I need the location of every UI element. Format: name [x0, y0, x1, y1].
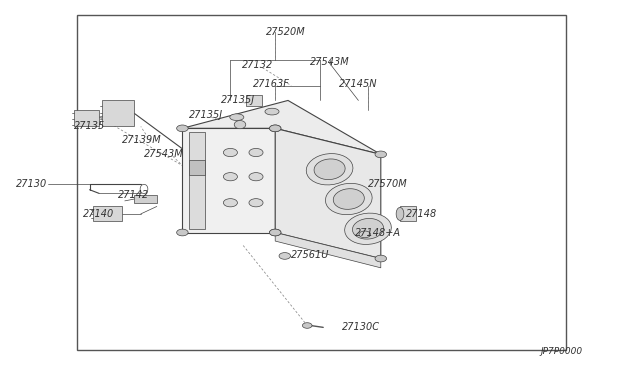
Ellipse shape — [345, 213, 391, 244]
Text: 27520M: 27520M — [266, 27, 305, 36]
Ellipse shape — [269, 125, 281, 132]
Polygon shape — [93, 206, 122, 221]
Text: 27148: 27148 — [406, 209, 438, 219]
Polygon shape — [74, 110, 99, 126]
Polygon shape — [275, 128, 381, 259]
Polygon shape — [182, 128, 275, 232]
Ellipse shape — [234, 121, 246, 129]
Text: 27570M: 27570M — [368, 179, 408, 189]
Text: 27130C: 27130C — [342, 323, 380, 332]
Text: JP7P0000: JP7P0000 — [541, 347, 583, 356]
Ellipse shape — [279, 253, 291, 259]
Ellipse shape — [326, 183, 372, 215]
Polygon shape — [134, 195, 157, 203]
Polygon shape — [189, 160, 205, 175]
Polygon shape — [400, 206, 416, 221]
Text: 27145N: 27145N — [339, 79, 378, 89]
Text: 27142: 27142 — [118, 190, 150, 200]
Text: 27135J: 27135J — [221, 96, 255, 105]
Bar — [77, 15, 566, 350]
Text: 27561U: 27561U — [291, 250, 330, 260]
Ellipse shape — [269, 125, 281, 132]
Ellipse shape — [375, 151, 387, 158]
Polygon shape — [182, 100, 381, 154]
Ellipse shape — [249, 199, 263, 207]
Ellipse shape — [230, 114, 244, 121]
Ellipse shape — [269, 229, 281, 236]
Polygon shape — [189, 132, 205, 229]
Ellipse shape — [177, 125, 188, 132]
Ellipse shape — [302, 323, 312, 328]
Ellipse shape — [177, 229, 188, 236]
Ellipse shape — [265, 108, 279, 115]
Text: 27543M: 27543M — [144, 150, 184, 159]
Ellipse shape — [333, 189, 364, 209]
Text: 27135: 27135 — [74, 122, 105, 131]
Ellipse shape — [314, 159, 345, 180]
Ellipse shape — [353, 218, 383, 239]
Text: 27148+A: 27148+A — [355, 228, 401, 237]
Ellipse shape — [249, 148, 263, 157]
Text: 27543M: 27543M — [310, 58, 350, 67]
Text: 27139M: 27139M — [122, 135, 161, 144]
Polygon shape — [246, 95, 262, 106]
Ellipse shape — [375, 255, 387, 262]
Text: 27130: 27130 — [16, 179, 47, 189]
Ellipse shape — [249, 173, 263, 181]
Ellipse shape — [396, 208, 404, 220]
Polygon shape — [102, 100, 134, 126]
Polygon shape — [275, 232, 381, 268]
Ellipse shape — [359, 231, 371, 238]
Ellipse shape — [223, 199, 237, 207]
Text: 27163F: 27163F — [253, 79, 290, 89]
Text: 27140: 27140 — [83, 209, 115, 219]
Ellipse shape — [223, 173, 237, 181]
Ellipse shape — [307, 154, 353, 185]
Text: 27132: 27132 — [242, 60, 273, 70]
Text: 27135J: 27135J — [189, 110, 223, 120]
Ellipse shape — [269, 229, 281, 236]
Ellipse shape — [223, 148, 237, 157]
